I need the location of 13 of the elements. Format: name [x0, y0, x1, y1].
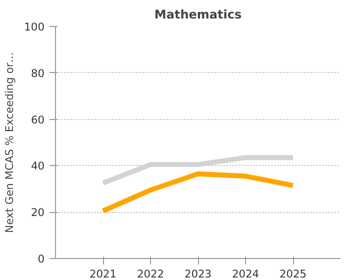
- chart-title: Mathematics: [154, 8, 242, 22]
- y-tick-label: 40: [30, 160, 45, 173]
- y-tick-label: 20: [30, 206, 45, 220]
- x-tick-label: 2024: [232, 268, 260, 280]
- x-tick-label: 2023: [184, 268, 212, 280]
- y-tick-label: 60: [30, 113, 45, 126]
- y-tick-label: 0: [38, 252, 45, 266]
- y-tick-label: 100: [24, 20, 45, 34]
- x-tick-label: 2025: [279, 268, 307, 280]
- y-tick-label: 80: [30, 66, 45, 80]
- x-tick-label: 2022: [136, 268, 164, 280]
- x-tick-label: 2021: [89, 268, 117, 280]
- y-axis-title: Next Gen MCAS % Exceeding or…: [3, 52, 16, 233]
